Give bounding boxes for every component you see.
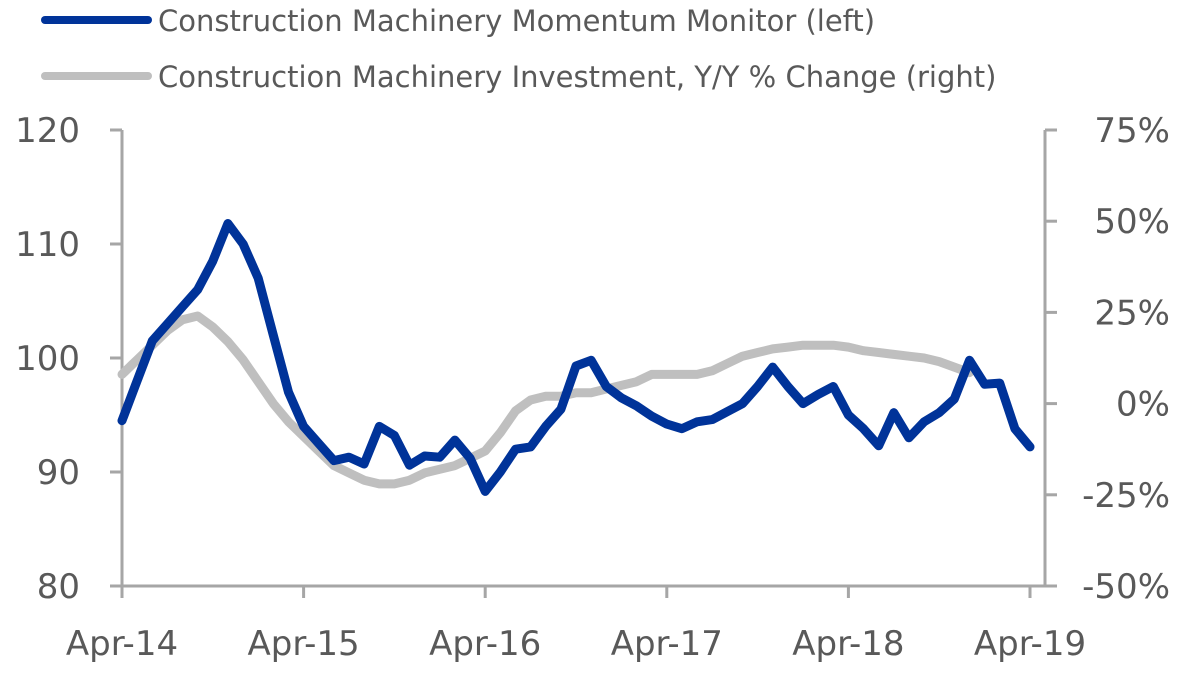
series-layer xyxy=(117,219,1035,496)
legend-label-momentum-monitor: Construction Machinery Momentum Monitor … xyxy=(158,4,875,38)
series-line-momentum-monitor xyxy=(117,219,1035,496)
x-tick-label: Apr-14 xyxy=(66,624,178,664)
y-right-tick-label: 25% xyxy=(1094,293,1170,333)
y-right-tick-label: 75% xyxy=(1094,111,1170,151)
y-right-tick-label: 50% xyxy=(1094,202,1170,242)
y-right-tick-label: 0% xyxy=(1116,385,1170,425)
y-right-tick-label: -50% xyxy=(1082,567,1170,607)
legend-label-investment-change: Construction Machinery Investment, Y/Y %… xyxy=(158,60,996,94)
x-tick-label: Apr-17 xyxy=(611,624,723,664)
y-left-tick-label: 120 xyxy=(15,111,80,151)
series-line-investment-change xyxy=(117,311,974,489)
legend: Construction Machinery Momentum Monitor … xyxy=(41,4,996,94)
y-left-tick-label: 90 xyxy=(37,453,80,493)
axes: 80 90 100 110 120 -50% -25% 0% 25% 50% 75% Apr-14 Ap… xyxy=(15,111,1170,664)
y-left-tick-label: 100 xyxy=(15,339,80,379)
y-right-tick-label: -25% xyxy=(1082,476,1170,516)
x-tick-label: Apr-18 xyxy=(792,624,904,664)
x-tick-label: Apr-19 xyxy=(974,624,1086,664)
y-left-tick-label: 110 xyxy=(15,225,80,265)
x-tick-label: Apr-16 xyxy=(429,624,541,664)
x-tick-label: Apr-15 xyxy=(248,624,360,664)
y-left-tick-label: 80 xyxy=(37,567,80,607)
